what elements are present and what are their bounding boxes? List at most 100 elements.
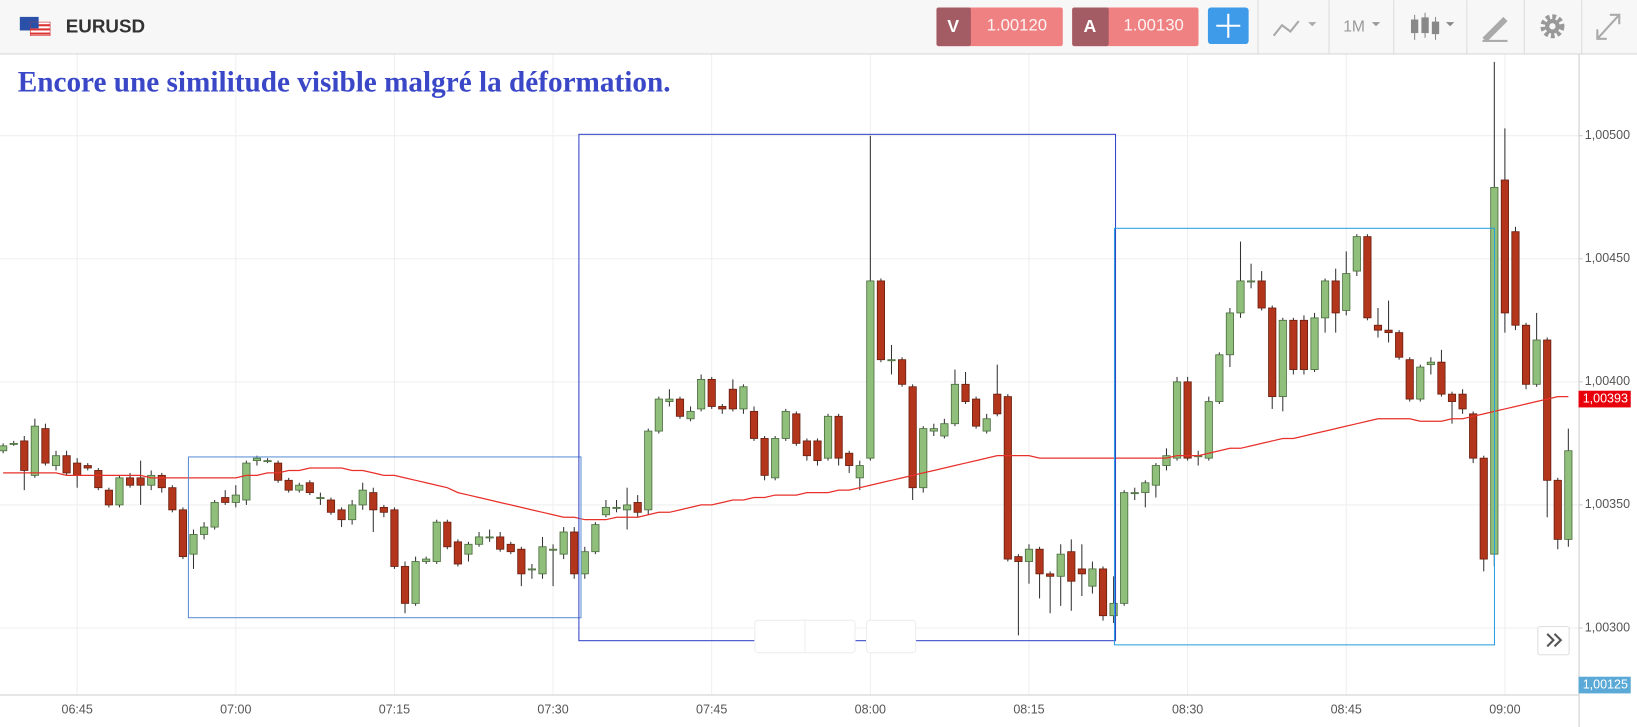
candle-body <box>686 410 695 420</box>
candle-body <box>0 445 8 452</box>
candle-body <box>496 536 505 550</box>
sell-button[interactable]: V 1.00120 <box>936 7 1063 47</box>
candle-body <box>1352 236 1361 272</box>
candle-body <box>83 465 92 469</box>
candle-body <box>369 492 378 511</box>
annotation-box <box>187 456 582 619</box>
candle-body <box>940 423 949 437</box>
candle-body <box>1247 280 1256 283</box>
candle-body <box>1035 548 1044 575</box>
x-tick-label: 07:15 <box>379 702 410 716</box>
candle-body <box>1172 381 1182 459</box>
candle-body <box>485 536 494 539</box>
zoom-controls[interactable] <box>754 619 917 654</box>
draw-button[interactable] <box>1482 16 1508 42</box>
toolbar <box>0 0 1637 54</box>
candle-body <box>898 359 907 385</box>
crosshair-button[interactable] <box>1207 7 1249 45</box>
candle-body <box>612 506 621 509</box>
candle-body <box>9 442 18 445</box>
candle-body <box>1088 568 1097 587</box>
candle-body <box>1564 450 1573 540</box>
candle-body <box>474 536 484 545</box>
candle-body <box>20 440 29 471</box>
x-tick-label: 08:30 <box>1172 702 1203 716</box>
candle-body <box>823 415 833 459</box>
x-tick-label: 06:45 <box>61 702 92 716</box>
candle-body <box>1056 553 1065 577</box>
candle-body <box>125 477 135 486</box>
annotation-text: Encore une similitude visible malgré la … <box>18 66 671 98</box>
candle-body <box>210 502 219 528</box>
candle-body <box>443 521 452 548</box>
candle-body <box>580 551 589 575</box>
annotation-box <box>1113 227 1496 646</box>
y-tick-label: 1,00500 <box>1585 128 1630 142</box>
candle-body <box>950 383 960 425</box>
candle-body <box>73 462 82 476</box>
candle-body <box>633 502 642 513</box>
y-tick-label: 1,00300 <box>1585 620 1630 634</box>
indicator-button[interactable] <box>1272 20 1317 37</box>
settings-button[interactable] <box>1540 14 1565 39</box>
candle-body <box>242 462 251 501</box>
flag-icon <box>19 16 51 36</box>
candle-body <box>1321 280 1330 319</box>
x-tick-label: 08:45 <box>1331 702 1362 716</box>
candle-body <box>771 438 780 479</box>
candle-body <box>623 504 632 511</box>
candle-body <box>41 428 50 464</box>
scroll-right-button[interactable] <box>1537 626 1570 656</box>
candle-body <box>1120 492 1129 604</box>
candle-body <box>1447 393 1457 402</box>
candle-body <box>1363 236 1372 319</box>
candle-body <box>866 280 875 459</box>
candle-body <box>972 398 981 427</box>
candle-body <box>464 543 473 555</box>
candle-body <box>834 415 843 459</box>
candle-body <box>104 489 113 506</box>
candle-body <box>855 465 864 479</box>
candle-body <box>221 497 230 503</box>
candle-body <box>1331 280 1340 314</box>
candle-body <box>1003 396 1012 560</box>
candle-body <box>1162 455 1171 466</box>
candle-body <box>887 359 896 362</box>
fullscreen-button[interactable] <box>1596 13 1621 40</box>
candle-body <box>1257 280 1266 309</box>
bottom-price-label: 1,00125 <box>1583 677 1628 691</box>
candle-body <box>316 497 325 499</box>
plot: 1,00300 1,00350 1,00400 1,00450 1,00500 06:45… <box>0 54 1630 716</box>
candle-body <box>1342 273 1351 311</box>
chart-type-button[interactable] <box>1410 12 1455 40</box>
toolbar-separators <box>1257 0 1583 54</box>
candle-body <box>432 521 441 562</box>
candle-body <box>305 482 314 494</box>
candle-body <box>982 418 991 432</box>
candle-body <box>422 558 431 562</box>
candle-body <box>1553 479 1562 540</box>
candle-body <box>51 455 61 466</box>
candle-body <box>697 378 706 410</box>
symbol: EURUSD <box>66 15 145 36</box>
candle-body <box>654 398 663 432</box>
candle-body <box>549 548 558 551</box>
candle-body <box>400 566 410 604</box>
buy-price: 1.00130 <box>1123 16 1183 35</box>
candle-body <box>527 568 536 571</box>
candle-body <box>993 393 1002 415</box>
timeframe-button[interactable]: 1M <box>1343 18 1381 35</box>
candle-body <box>908 386 917 489</box>
annotation-box <box>578 133 1117 642</box>
x-tick-label: 09:00 <box>1489 702 1520 716</box>
candle-body <box>1405 359 1414 400</box>
candle-body <box>1130 492 1139 495</box>
candle-body <box>749 410 759 439</box>
candle-body <box>1151 465 1160 486</box>
candle-body <box>961 383 970 402</box>
candle-body <box>1511 231 1520 326</box>
candle-body <box>876 280 885 361</box>
x-tick-label: 08:15 <box>1013 702 1044 716</box>
candle-body <box>284 479 293 491</box>
buy-button[interactable]: A 1.00130 <box>1072 7 1199 47</box>
